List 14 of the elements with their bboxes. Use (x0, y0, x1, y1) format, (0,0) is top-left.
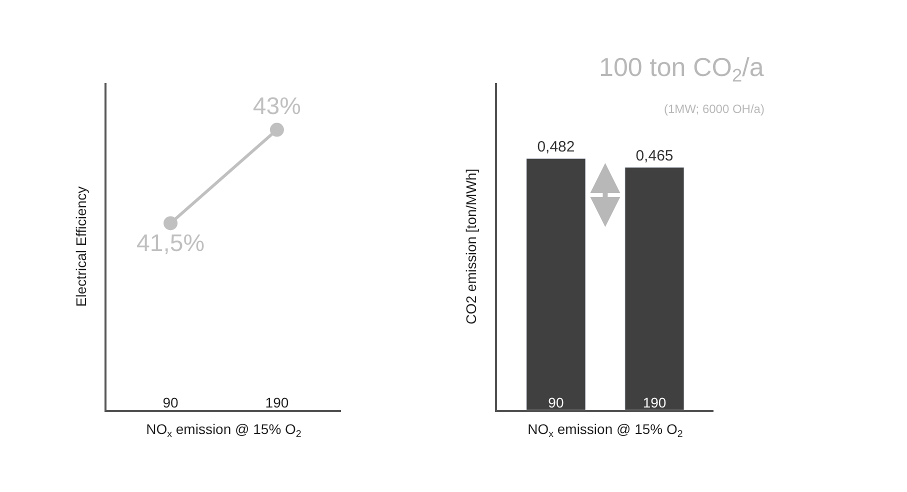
x-tick-label: 190 (642, 394, 666, 410)
text: (1MW; 6000 OH/a) (664, 102, 764, 116)
data-label: 0,482 (537, 138, 575, 156)
x-axis-title: NO$_{x}$ emission @ 15% O$_{2}$ (528, 421, 683, 440)
x-axis-title: NO$_{x}$ emission @ 15% O$_{2}$ (146, 421, 302, 440)
text: 100 ton CO$_{2}$/a (599, 52, 764, 86)
x-tick-label: 90 (548, 394, 564, 410)
data-label: 41,5% (136, 230, 205, 257)
data-label: 0,465 (636, 147, 674, 164)
data-label: 43% (252, 93, 301, 120)
x-tick-label: 90 (162, 394, 179, 410)
x-tick-label: 190 (265, 394, 289, 410)
y-axis-title: Electrical Efficiency (73, 186, 90, 307)
y-axis-title: CO2 emission [ton/MWh] (463, 168, 480, 324)
